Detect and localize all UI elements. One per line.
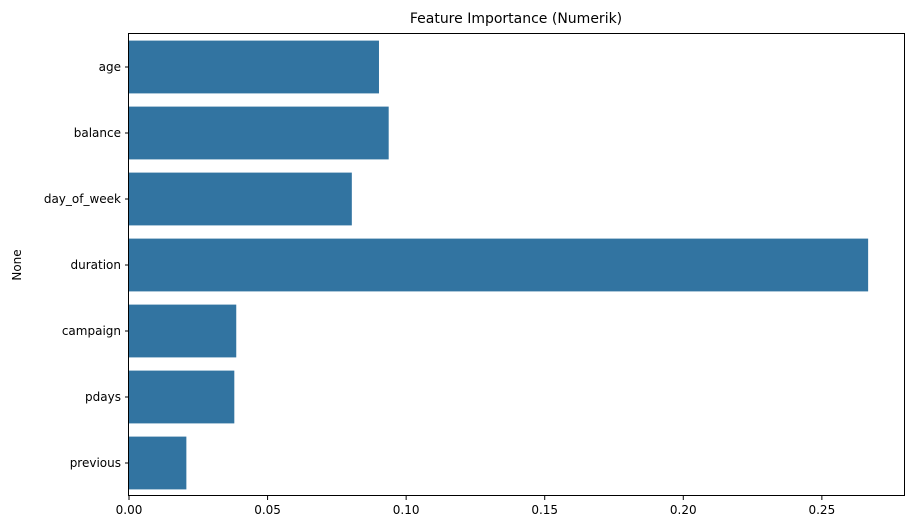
y-axis-label: None xyxy=(10,249,24,280)
bars-group xyxy=(129,40,869,490)
y-tick-label-pdays: pdays xyxy=(85,390,121,404)
bar-balance xyxy=(129,106,389,160)
bar-day_of_week xyxy=(129,172,352,226)
x-tick-label: 0.15 xyxy=(531,503,558,517)
x-tick-label: 0.00 xyxy=(116,503,143,517)
y-axis-ticks: age balance day_of_week duration campaign pda… xyxy=(44,60,129,470)
y-tick-label-campaign: campaign xyxy=(62,324,121,338)
y-tick-label-previous: previous xyxy=(70,456,121,470)
bar-age xyxy=(129,40,379,94)
x-tick-label: 0.10 xyxy=(393,503,420,517)
x-tick-label: 0.20 xyxy=(670,503,697,517)
bar-previous xyxy=(129,436,187,490)
y-tick-label-age: age xyxy=(99,60,121,74)
y-tick-label-duration: duration xyxy=(71,258,122,272)
y-tick-label-balance: balance xyxy=(74,126,121,140)
chart-title: Feature Importance (Numerik) xyxy=(410,11,622,27)
bar-campaign xyxy=(129,304,237,358)
x-tick-label: 0.25 xyxy=(808,503,835,517)
y-tick-label-day_of_week: day_of_week xyxy=(44,192,121,206)
bar-pdays xyxy=(129,370,235,424)
bar-duration xyxy=(129,238,869,292)
x-tick-label: 0.05 xyxy=(254,503,281,517)
x-axis-ticks: 0.00 0.05 0.10 0.15 0.20 0.25 xyxy=(116,496,835,517)
